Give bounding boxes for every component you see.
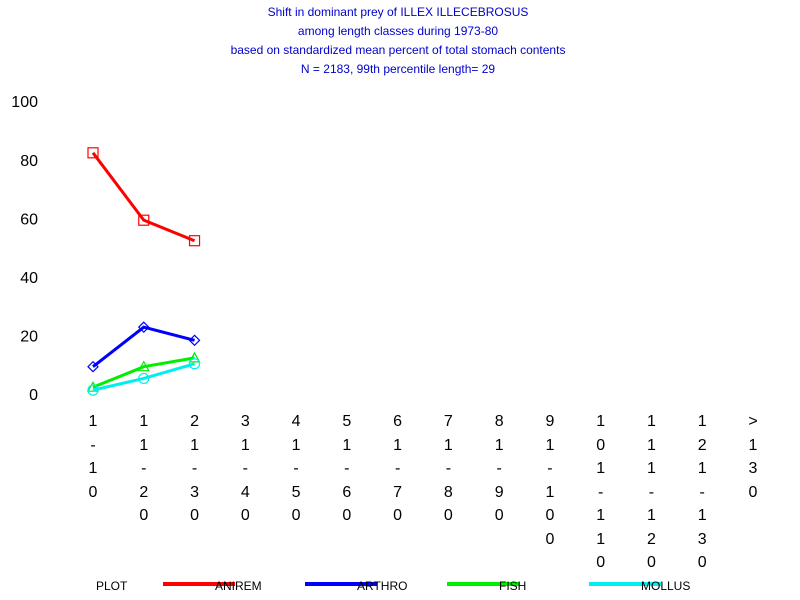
x-tick-label: 51-60 bbox=[342, 413, 352, 524]
y-tick-label: 100 bbox=[11, 94, 38, 111]
series-line bbox=[92, 362, 195, 392]
legend-title: PLOT bbox=[96, 579, 128, 593]
point bbox=[137, 360, 150, 372]
x-tick-label: 111-120 bbox=[647, 413, 656, 571]
point bbox=[86, 380, 100, 392]
x-tick-label: 11-20 bbox=[139, 413, 149, 524]
chart-title: based on standardized mean percent of to… bbox=[231, 43, 566, 57]
point bbox=[137, 321, 150, 333]
y-tick-label: 20 bbox=[20, 329, 38, 346]
point bbox=[188, 358, 201, 370]
x-tick-label: >130 bbox=[748, 413, 758, 501]
series-line bbox=[92, 356, 195, 389]
point bbox=[188, 351, 201, 363]
series-line bbox=[92, 325, 195, 368]
point bbox=[138, 214, 150, 226]
x-tick-label: 71-80 bbox=[443, 413, 453, 524]
x-tick-label: 41-50 bbox=[291, 413, 301, 524]
x-tick-label: 121-130 bbox=[697, 413, 707, 571]
chart-title: Shift in dominant prey of ILLEX ILLECEBR… bbox=[268, 5, 529, 19]
point bbox=[87, 360, 99, 373]
x-tick-label: 31-40 bbox=[240, 413, 250, 524]
point bbox=[87, 384, 99, 396]
y-tick-label: 40 bbox=[20, 270, 38, 287]
x-tick-label: 21-30 bbox=[190, 413, 199, 524]
series-line bbox=[91, 151, 196, 243]
legend-label: FISH bbox=[499, 579, 526, 593]
x-tick-label: 101-110 bbox=[596, 413, 606, 571]
chart-title: among length classes during 1973-80 bbox=[298, 24, 498, 38]
point bbox=[188, 334, 201, 347]
x-tick-label: 91-100 bbox=[545, 413, 555, 548]
y-tick-label: 60 bbox=[20, 211, 38, 228]
y-tick-label: 80 bbox=[20, 153, 38, 170]
y-tick-label: 0 bbox=[29, 387, 38, 404]
legend-label: ANIREM bbox=[215, 579, 262, 593]
legend-label: MOLLUS bbox=[641, 579, 690, 593]
x-tick-label: 1-10 bbox=[88, 413, 98, 501]
point bbox=[87, 147, 99, 159]
chart-title: N = 2183, 99th percentile length= 29 bbox=[301, 62, 495, 76]
x-tick-label: 81-90 bbox=[494, 413, 504, 524]
legend-label: ARTHRO bbox=[357, 579, 407, 593]
x-tick-label: 61-70 bbox=[393, 413, 403, 524]
point bbox=[138, 372, 150, 385]
point bbox=[188, 235, 201, 247]
